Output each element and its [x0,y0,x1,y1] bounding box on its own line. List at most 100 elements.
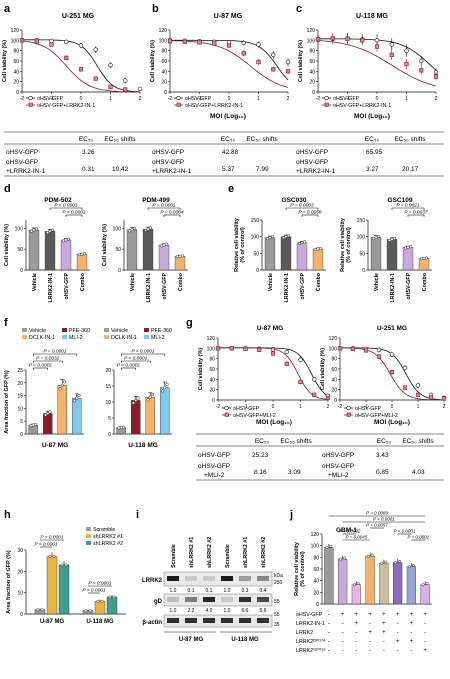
replicate-dot [380,561,384,565]
y-tick-label: 80 [331,357,337,363]
moi-label-c: MOI (Log₁₀) [354,113,390,120]
data-point [197,40,202,45]
y-tick-label: 120 [307,28,316,34]
replicate-dot [408,245,413,249]
legend-label: Scramble [93,527,115,533]
group-label: U-118 MG [231,637,259,643]
y-axis-label: Cell viability (%) [2,40,8,82]
dose-response-g-u87: U-87 MG 0 20 40 60 80 100 120 -2 -1 0 1 2 Cell viabil… [198,325,331,426]
replicate-dot [29,229,34,233]
data-point [325,395,331,401]
panel-letter-h: h [4,509,11,521]
y-axis-label: Relative cell viability [340,217,346,272]
condition-sign: - [383,648,385,654]
ec50-header-c: EC₅₀ [365,136,380,143]
p-value: P = 0.0032 [36,356,59,362]
y-tick-label: 10 [105,400,111,406]
data-point [389,352,395,357]
y-tick-label: 80 [309,49,315,55]
chart-title: U-87 MG [257,325,283,332]
y-tick-label: 40 [161,69,167,75]
replicate-dot [403,246,408,250]
legend-swatch [86,541,91,545]
replicate-dot [112,595,116,599]
y-tick-label: 20 [17,381,23,387]
bar [34,609,46,615]
ec50-header-g1: EC₅₀ [377,438,392,445]
tbl-a-row2-label-2: +LRRK2-IN-1 [6,168,46,175]
x-tick-label: 2 [139,96,142,102]
ec50-shift-header-c: EC₅₀ shifts [394,136,426,143]
replicate-dot [60,563,64,567]
tbl-b-row2-label-1: oHSV-GFP [152,159,184,166]
y-tick-label: 0 [164,90,167,96]
tbl-c-row2-label-2: +LRRK2-IN-1 [296,168,336,175]
bar [72,397,82,435]
legend-marker [28,95,33,101]
tbl-b-row2-label-2: +LRRK2-IN-1 [152,168,192,175]
data-point [345,36,350,41]
y-axis-label: Relative cell viability [294,541,300,596]
data-point [441,396,447,401]
y-tick-label: 100 [251,235,260,241]
replicate-dot [175,255,180,259]
legend-swatch [86,527,91,531]
kda-value: 35 [274,622,280,628]
data-point [374,44,380,49]
replicate-dot [318,246,323,250]
bar [58,564,70,615]
replicate-dot [131,401,136,405]
fit-curve [218,347,329,400]
bar [106,596,118,615]
legend-label: oHSV-GFP [37,96,64,102]
ec50-shift-header-b: EC₅₀ shifts [246,136,278,143]
panel-letter-f: f [4,317,8,329]
replicate-dot [40,608,44,612]
legend-marker [224,405,229,411]
bar [60,239,72,271]
bar [160,387,170,435]
replicate-dot [394,561,398,565]
x-tick-label: 0 [391,404,394,410]
y-tick-label: 40 [313,579,319,585]
quant-value: 0.3 [242,588,249,594]
condition-label: LRRK2-IN-1 [296,621,325,627]
replicate-dot [77,253,82,257]
x-tick-label: 1 [417,404,420,410]
bar [406,566,416,605]
panel-letter-d: d [4,183,11,195]
y-tick-label: 100 [11,38,20,44]
legend-marker [224,412,229,417]
legend-label: oHSV-GFP+LRRK2-IN-1 [37,103,95,109]
bar [46,556,58,615]
x-tick-label: 1 [405,96,408,102]
ec50-header-g0: EC₅₀ [255,438,270,445]
replicate-dot [108,595,112,599]
tbl-c-row2-ec50: 3.27 [366,166,379,173]
data-point [298,357,303,362]
data-point [108,84,113,89]
y-tick-label: 0 [316,602,319,608]
quant-value: 2.2 [188,608,195,614]
replicate-dot [325,545,329,549]
legend-marker [346,412,351,417]
data-point [298,379,303,385]
y-tick-label: 80 [209,357,215,363]
bar [386,239,398,271]
ec50-shift-header-g0: EC₅₀ shifts [280,438,312,445]
category-label: oHSV-GFP [406,273,412,300]
y-tick-label: 15 [105,384,111,390]
quant-value: 1.0 [170,588,177,594]
tbl-g1-row2-label-2: +MLI-2 [328,472,349,479]
blot-band [185,597,197,602]
kda-value: 250 [274,580,283,586]
y-tick-label: 0 [16,90,19,96]
condition-sign: - [342,621,344,627]
tbl-c-row2-shift: 20.17 [402,166,419,173]
replicate-dot [424,256,429,260]
fit-curve [21,40,140,93]
data-point [271,67,276,72]
blot-band [203,618,215,623]
category-label: LRRK2-IN-1 [284,273,290,302]
